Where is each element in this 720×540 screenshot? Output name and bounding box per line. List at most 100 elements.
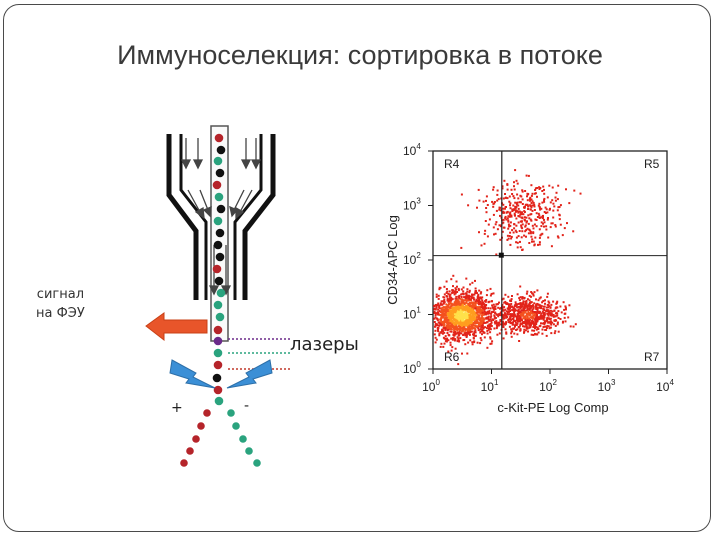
event-dot [546, 211, 549, 214]
event-dot [527, 232, 530, 235]
event-dot [438, 332, 441, 335]
event-dot [444, 313, 447, 316]
event-dot [483, 336, 486, 339]
event-dot [470, 322, 473, 325]
event-dot [491, 200, 494, 203]
event-dot [469, 308, 471, 311]
event-dot [456, 315, 459, 318]
event-dot [512, 306, 515, 309]
event-dot [461, 292, 464, 295]
event-dot [504, 217, 507, 219]
event-dot [436, 304, 439, 307]
event-dot [493, 314, 496, 317]
event-dot [534, 327, 536, 330]
event-dot [521, 217, 524, 220]
event-dot [486, 346, 489, 349]
event-dot [464, 329, 467, 332]
event-dot [451, 310, 454, 313]
event-dot [538, 310, 541, 313]
event-dot [521, 230, 524, 233]
event-dot [553, 309, 556, 312]
event-dot [492, 188, 495, 191]
event-dot [489, 336, 492, 339]
event-dot [479, 312, 482, 315]
event-dot [535, 323, 538, 325]
event-dot [535, 311, 538, 314]
event-dot [456, 285, 458, 288]
event-dot [479, 337, 482, 340]
event-dot [453, 317, 456, 320]
event-dot [506, 210, 509, 213]
event-dot [467, 312, 469, 315]
event-dot [521, 203, 524, 205]
event-dot [538, 241, 541, 244]
event-dot [528, 303, 531, 306]
event-dot [516, 315, 519, 318]
event-dot [453, 290, 456, 293]
event-dot [538, 318, 541, 321]
event-dot [511, 313, 514, 316]
event-dot [464, 317, 467, 320]
event-dot [526, 326, 529, 329]
event-dot [542, 222, 544, 225]
event-dot [541, 317, 544, 320]
event-dot [541, 301, 544, 304]
event-dot [531, 204, 534, 207]
event-dot [472, 302, 475, 304]
event-dot [530, 184, 533, 187]
event-dot [542, 317, 545, 320]
event-dot [434, 304, 437, 306]
event-dot [509, 307, 511, 310]
event-dot [465, 304, 468, 307]
event-dot [541, 328, 544, 331]
event-dot [435, 305, 438, 308]
event-dot [556, 300, 559, 303]
event-dot [461, 309, 464, 312]
event-dot [515, 329, 518, 331]
event-dot [437, 311, 440, 314]
event-dot [502, 203, 505, 206]
event-dot [527, 322, 530, 325]
event-dot [531, 317, 534, 319]
event-dot [494, 232, 497, 235]
event-dot [438, 305, 441, 308]
event-dot [447, 350, 450, 353]
event-dot [439, 323, 442, 326]
event-dot [535, 308, 538, 311]
event-dot [541, 201, 544, 204]
event-dot [462, 320, 465, 323]
event-dot [530, 312, 533, 315]
event-dot [504, 323, 507, 325]
event-dot [459, 316, 462, 318]
event-dot [514, 207, 517, 210]
event-dot [508, 303, 511, 306]
signal-label: сигнал на ФЭУ [36, 285, 85, 323]
event-dot [468, 320, 471, 323]
event-dot [447, 299, 450, 302]
event-dot [515, 217, 518, 220]
event-dot [484, 220, 487, 222]
event-dot [530, 291, 533, 293]
event-dot [555, 306, 558, 309]
event-dot [434, 316, 437, 319]
event-dot [446, 337, 449, 340]
event-dot [450, 302, 453, 305]
event-dot [486, 310, 489, 313]
event-dot [494, 223, 497, 226]
event-dot [559, 318, 562, 320]
event-dot [467, 328, 470, 331]
event-dot [508, 195, 511, 198]
event-dot [445, 288, 448, 290]
event-dot [446, 323, 449, 325]
event-dot [454, 322, 457, 325]
event-dot [450, 317, 453, 320]
event-dot [465, 319, 468, 322]
event-dot [447, 309, 450, 312]
event-dot [466, 317, 469, 320]
event-dot [526, 195, 528, 198]
event-dot [537, 331, 540, 334]
event-dot [446, 327, 449, 329]
event-dot [544, 321, 547, 324]
event-dot [461, 318, 463, 321]
event-dot [540, 312, 543, 315]
